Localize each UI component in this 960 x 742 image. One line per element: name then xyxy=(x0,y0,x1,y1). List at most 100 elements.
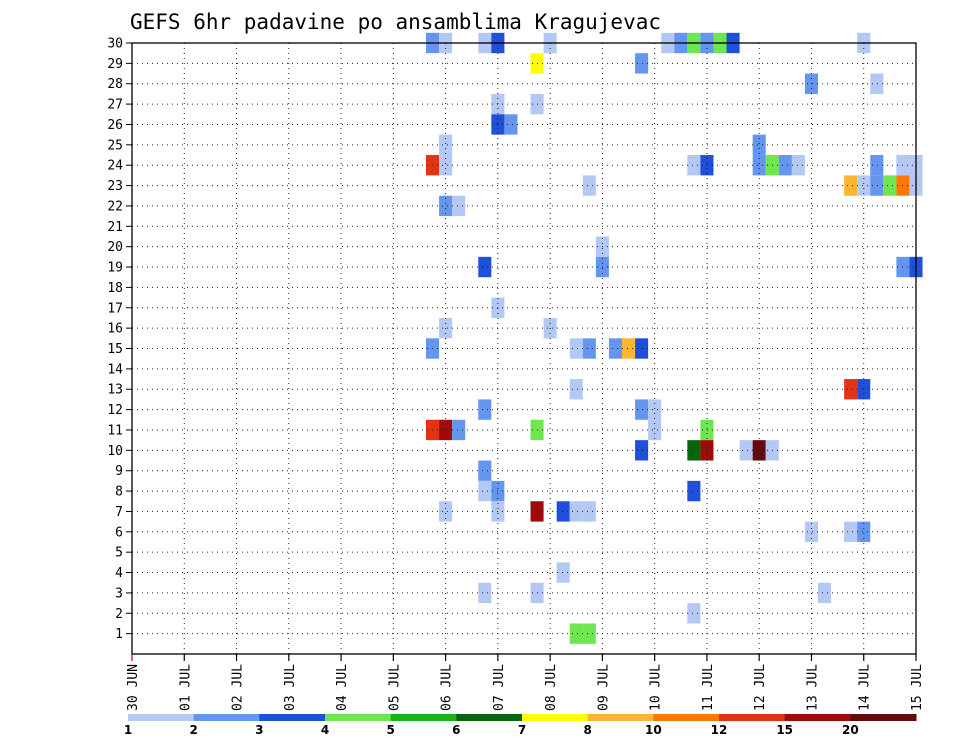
precip-cell xyxy=(608,338,622,359)
precip-cell xyxy=(804,521,818,542)
precip-cell xyxy=(478,460,492,481)
y-tick-label: 11 xyxy=(107,423,123,438)
y-tick-label: 4 xyxy=(115,566,123,581)
precip-cell xyxy=(478,256,492,278)
precip-cell xyxy=(556,562,570,583)
grid-lines xyxy=(132,42,916,654)
precip-cell xyxy=(844,175,858,196)
y-tick-label: 10 xyxy=(107,444,123,459)
precip-cell xyxy=(582,175,596,196)
x-tick-label: 03 JUL xyxy=(283,664,298,711)
x-tick-label: 12 JUL xyxy=(753,664,768,711)
y-tick-label: 1 xyxy=(115,627,123,642)
legend-label: 2 xyxy=(189,723,197,737)
y-tick-label: 26 xyxy=(107,118,123,133)
precipitation-cells xyxy=(426,32,923,644)
y-tick-label: 15 xyxy=(107,342,123,357)
precip-cell xyxy=(452,419,466,441)
precip-cell xyxy=(752,134,766,156)
precip-cell xyxy=(818,582,832,604)
precip-cell xyxy=(635,338,649,359)
precip-cell xyxy=(452,195,466,217)
legend-swatch xyxy=(128,714,195,721)
precip-cell xyxy=(569,501,583,522)
precip-cell xyxy=(700,155,714,176)
plot-frame xyxy=(131,42,917,655)
x-tick-label: 02 JUL xyxy=(231,664,246,711)
x-tick-label: 15 JUL xyxy=(910,664,925,711)
legend-swatch xyxy=(390,714,457,721)
precip-cell xyxy=(700,419,714,441)
precip-cell xyxy=(870,155,884,176)
y-tick-label: 16 xyxy=(107,322,123,337)
precip-cell xyxy=(439,501,453,522)
y-tick-label: 7 xyxy=(115,505,123,520)
y-tick-label: 23 xyxy=(107,179,123,194)
legend-swatch xyxy=(325,714,392,721)
y-tick-label: 27 xyxy=(107,98,123,113)
precip-cell xyxy=(752,440,766,461)
legend-swatch xyxy=(587,714,654,721)
legend-label: 4 xyxy=(321,723,329,737)
x-tick-label: 04 JUL xyxy=(335,664,350,711)
precip-cell xyxy=(439,134,453,156)
precip-cell xyxy=(635,399,649,420)
precip-cell xyxy=(778,155,792,176)
x-tick-label: 06 JUL xyxy=(440,664,455,711)
precip-cell xyxy=(582,623,596,644)
precip-cell xyxy=(635,53,649,74)
precip-cell xyxy=(439,195,453,217)
precip-cell xyxy=(870,73,884,94)
y-axis-ticks: 1234567891011121314151617181920212223242… xyxy=(107,37,132,642)
legend-label: 8 xyxy=(583,723,591,737)
y-tick-label: 21 xyxy=(107,220,123,235)
precip-cell xyxy=(635,440,649,461)
legend-swatch xyxy=(653,714,720,721)
y-tick-label: 25 xyxy=(107,138,123,153)
precip-cell xyxy=(569,379,583,400)
precip-cell xyxy=(622,338,636,359)
y-tick-label: 29 xyxy=(107,57,123,72)
x-tick-label: 01 JUL xyxy=(178,664,193,711)
precip-cell xyxy=(478,399,492,420)
legend-label: 5 xyxy=(386,723,394,737)
legend-label: 12 xyxy=(711,723,728,737)
legend-label: 1 xyxy=(124,723,132,737)
legend-label: 6 xyxy=(452,723,460,737)
y-tick-label: 30 xyxy=(107,37,123,52)
precip-cell xyxy=(739,440,753,461)
y-tick-label: 9 xyxy=(115,464,123,479)
legend-swatch xyxy=(850,714,917,721)
precip-cell xyxy=(478,480,492,502)
y-tick-label: 14 xyxy=(107,362,123,377)
y-tick-label: 22 xyxy=(107,199,123,214)
legend-swatch xyxy=(259,714,326,721)
legend-label: 15 xyxy=(776,723,793,737)
y-tick-label: 2 xyxy=(115,607,123,622)
legend-swatch xyxy=(193,714,260,721)
y-tick-label: 19 xyxy=(107,261,123,276)
y-tick-label: 17 xyxy=(107,301,123,316)
precip-cell xyxy=(857,521,871,542)
precip-cell xyxy=(439,155,453,176)
x-tick-label: 30 JUN xyxy=(126,664,141,711)
y-tick-label: 18 xyxy=(107,281,123,296)
precip-cell xyxy=(556,501,570,522)
precip-cell xyxy=(700,440,714,461)
x-tick-label: 08 JUL xyxy=(544,664,559,711)
x-tick-label: 14 JUL xyxy=(858,664,873,711)
precip-cell xyxy=(687,480,701,502)
x-tick-label: 05 JUL xyxy=(387,664,402,711)
y-tick-label: 3 xyxy=(115,586,123,601)
precip-cell xyxy=(478,582,492,604)
precip-cell xyxy=(791,155,805,176)
x-axis-ticks: 30 JUN 01 JUL 02 JUL 03 JUL 04 JUL 05 JUL 06 J… xyxy=(126,654,925,711)
y-tick-label: 12 xyxy=(107,403,123,418)
color-legend: 1 2 3 4 5 6 7 8 10 12 15 20 xyxy=(124,714,917,737)
legend-swatch xyxy=(456,714,523,721)
precip-cell xyxy=(687,603,701,624)
y-tick-label: 8 xyxy=(115,485,123,500)
precip-cell xyxy=(687,155,701,176)
precip-cell xyxy=(582,501,596,522)
precip-cell xyxy=(752,155,766,176)
